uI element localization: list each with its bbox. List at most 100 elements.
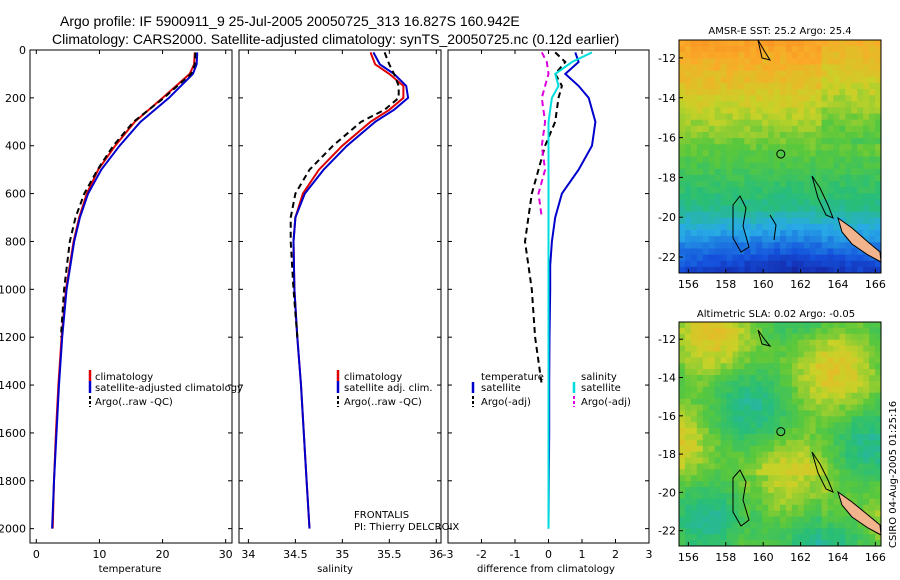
map-cell <box>821 95 829 102</box>
map-cell <box>756 150 763 158</box>
map-cell <box>720 540 728 546</box>
map-cell <box>857 498 864 506</box>
map-cell <box>756 434 763 441</box>
map-cell <box>809 498 817 506</box>
map-cell <box>827 463 835 470</box>
map-cell <box>744 254 751 262</box>
map-cell <box>756 363 763 370</box>
map-cell <box>732 138 740 145</box>
map-cell <box>702 40 710 47</box>
map-cell <box>839 392 846 400</box>
map-cell <box>857 248 864 256</box>
map-cell <box>827 156 835 164</box>
map-cell <box>815 156 823 164</box>
map-cell <box>714 434 722 441</box>
map-cell <box>809 248 817 256</box>
map-cell <box>708 156 716 164</box>
map-cell <box>803 254 811 262</box>
map-cell <box>690 363 698 370</box>
map-cell <box>690 492 698 500</box>
map-cell <box>708 70 716 78</box>
map-cell <box>696 428 704 435</box>
map-cell <box>714 113 722 121</box>
map-cell <box>821 205 829 213</box>
map-cell <box>738 416 745 423</box>
map-cell <box>708 422 716 429</box>
map-cell <box>726 168 734 176</box>
map-cell <box>863 375 870 382</box>
map-cell <box>774 168 781 176</box>
map-cell <box>833 193 841 201</box>
map-cell <box>815 144 823 151</box>
map-cell <box>780 168 787 176</box>
map-cell <box>863 236 870 243</box>
map-cell <box>708 131 716 139</box>
map-cell <box>768 357 775 364</box>
map-cell <box>679 416 686 423</box>
map-cell <box>785 193 793 201</box>
map-cell <box>768 187 775 194</box>
map-cell <box>762 422 769 429</box>
map-cell <box>762 52 769 59</box>
map-cell <box>827 434 835 441</box>
map-cell <box>714 150 722 158</box>
map-cell <box>702 266 710 273</box>
map-cell <box>744 333 751 341</box>
map-cell <box>744 193 751 201</box>
map-cell <box>726 70 734 78</box>
map-cell <box>785 386 793 394</box>
map-cell <box>869 211 876 219</box>
map-cell <box>732 516 740 524</box>
map-cell <box>690 534 698 541</box>
map-cell <box>750 410 757 417</box>
map-cell <box>768 248 775 256</box>
map-cell <box>744 162 751 170</box>
map-cell <box>839 357 846 364</box>
map-cell <box>875 534 881 541</box>
map-cell <box>702 187 710 194</box>
map-cell <box>774 534 781 541</box>
map-cell <box>690 416 698 423</box>
map-cell <box>863 333 870 341</box>
map-cell <box>708 451 716 459</box>
map-cell <box>791 211 799 219</box>
map-cell <box>785 327 793 335</box>
map-cell <box>803 528 811 535</box>
map-cell <box>875 266 881 273</box>
map-cell <box>851 168 858 176</box>
map-cell <box>845 64 852 72</box>
map-cell <box>750 52 757 59</box>
map-cell <box>857 107 864 115</box>
map-cell <box>684 181 692 188</box>
map-cell <box>726 339 734 347</box>
map-cell <box>768 386 775 394</box>
map-cell <box>833 481 841 488</box>
map-cell <box>756 174 763 182</box>
map-cell <box>756 95 763 102</box>
map-cell <box>702 150 710 158</box>
map-cell <box>768 463 775 470</box>
map-cell <box>679 248 686 256</box>
map-cell <box>803 95 811 102</box>
map-cell <box>708 181 716 188</box>
map-cell <box>833 522 841 529</box>
map-cell <box>738 516 745 524</box>
map-y-tick-label: -18 <box>658 171 676 184</box>
map-cell <box>762 345 769 353</box>
map-cell <box>875 131 881 139</box>
map-cell <box>732 475 740 482</box>
map-cell <box>726 150 734 158</box>
map-cell <box>696 236 704 243</box>
map-cell <box>797 236 805 243</box>
map-cell <box>684 457 692 465</box>
map-cell <box>690 211 698 219</box>
map-cell <box>714 439 722 447</box>
map-cell <box>684 217 692 225</box>
map-cell <box>869 428 876 435</box>
map-cell <box>827 327 835 335</box>
map-cell <box>851 40 858 47</box>
map-cell <box>780 445 787 453</box>
map-cell <box>815 445 823 453</box>
legend-temperature-heading: temperature <box>481 372 544 383</box>
map-cell <box>774 516 781 524</box>
